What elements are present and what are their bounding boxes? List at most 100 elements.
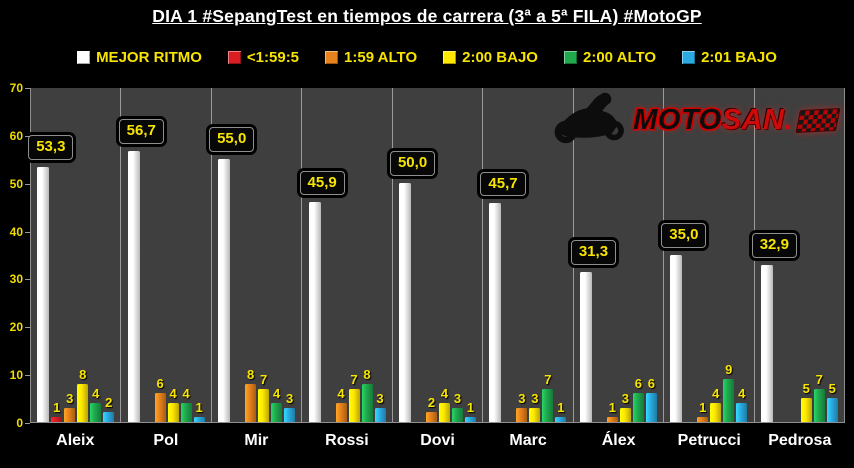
bar-1595-aleix: [51, 417, 63, 422]
value-label-marc: 45,7: [480, 171, 526, 197]
bar-mejorritmo-pedrosa: [760, 264, 773, 422]
bar-slot-201bajo: 6: [645, 88, 657, 422]
y-tick-label: 50: [9, 176, 23, 191]
bar-slot-mejorritmo: 53,3: [28, 88, 74, 422]
bar-200bajo-petrucci: [710, 402, 722, 422]
x-axis: Aleix Pol Mir Rossi Dovi Marc Álex Petrucci Pedr…: [30, 432, 845, 450]
count-label: 7: [815, 371, 823, 387]
value-label-alex: 31,3: [570, 240, 617, 266]
x-label-petrucci: Petrucci: [677, 432, 741, 449]
bar-group-pol: 56,7 6 4 4 1: [118, 88, 212, 422]
bar-group-alex: 31,3 1 3 6 6: [570, 88, 665, 422]
count-label: 1: [466, 400, 475, 416]
count-label: 2: [105, 395, 113, 411]
bar-slot-1595: [413, 88, 424, 422]
count-label: 4: [272, 385, 281, 401]
y-tick-mark: [25, 231, 30, 233]
legend-swatch-icon: [227, 50, 241, 64]
bar-slot-mejorritmo: 50,0: [389, 88, 436, 422]
y-tick-mark: [25, 423, 30, 424]
y-tick-mark: [25, 279, 30, 281]
bar-slot-200bajo: 4: [438, 88, 450, 422]
bar-200bajo-alex: [619, 407, 631, 422]
bar-200alto-rossi: [361, 383, 373, 422]
count-label: 8: [246, 366, 255, 382]
bar-slot-159alto: 6: [154, 88, 166, 422]
bar-slot-mejorritmo: 45,9: [299, 88, 345, 422]
count-label: 8: [363, 366, 371, 382]
bar-slot-1595: [594, 88, 605, 422]
legend-item-201bajo: 2:01 BAJO: [682, 49, 777, 66]
y-tick-label: 70: [9, 81, 23, 95]
x-label-alex: Álex: [601, 432, 636, 449]
x-label-rossi: Rossi: [325, 432, 369, 449]
bar-159alto-mir: [245, 383, 257, 422]
bar-slot-201bajo: 1: [464, 88, 476, 422]
bar-200bajo-marc: [529, 407, 541, 422]
bar-slot-200bajo: 8: [77, 88, 89, 422]
y-tick-label: 60: [9, 128, 23, 143]
bar-200alto-aleix: [90, 402, 102, 422]
bar-mejorritmo-petrucci: [670, 254, 683, 422]
value-label-dovi: 50,0: [389, 150, 436, 176]
x-label-marc: Marc: [509, 432, 547, 449]
bar-slot-200bajo: 3: [529, 88, 541, 422]
bar-159alto-aleix: [64, 407, 76, 422]
bar-slot-159alto: 3: [64, 88, 76, 422]
bar-slot-201bajo: 2: [103, 88, 115, 422]
bar-slot-159alto: 4: [335, 88, 347, 422]
bar-slot-200alto: 6: [632, 88, 644, 422]
count-label: 5: [802, 381, 810, 397]
count-label: 4: [182, 385, 190, 401]
bar-200alto-pedrosa: [813, 388, 825, 422]
value-label-rossi: 45,9: [299, 170, 345, 196]
bar-group-marc: 45,7 3 3 7 1: [480, 88, 574, 422]
bar-200alto-alex: [632, 393, 644, 422]
bar-200bajo-dovi: [438, 402, 450, 422]
y-tick-label: 20: [9, 320, 23, 335]
bar-mejorritmo-rossi: [308, 202, 321, 422]
bar-200bajo-pedrosa: [800, 398, 812, 422]
bar-slot-mejorritmo: 45,7: [480, 88, 526, 422]
bar-slot-200bajo: 7: [348, 88, 360, 422]
y-tick-label: 0: [16, 416, 23, 430]
bar-slot-159alto: 1: [606, 88, 618, 422]
bar-slot-201bajo: 1: [193, 88, 205, 422]
count-label: 1: [608, 400, 616, 416]
count-label: 1: [195, 400, 203, 416]
count-label: 4: [92, 385, 100, 401]
legend-item-label: 2:01 BAJO: [701, 48, 777, 66]
bar-200bajo-aleix: [77, 383, 89, 422]
bar-159alto-dovi: [425, 412, 437, 422]
count-label: 3: [285, 390, 294, 406]
bar-slot-200alto: 4: [180, 88, 192, 422]
y-tick-mark: [25, 327, 30, 329]
bar-201bajo-rossi: [374, 407, 386, 422]
legend-item-159alto: 1:59 ALTO: [325, 49, 417, 66]
bar-slot-mejorritmo: 56,7: [118, 88, 164, 422]
bar-slot-200alto: 7: [813, 88, 825, 422]
bar-slot-1595: [503, 88, 514, 422]
chart-title: DIA 1 #SepangTest en tiempos de carrera …: [152, 6, 702, 26]
count-label: 9: [725, 361, 733, 377]
legend-item-200bajo: 2:00 BAJO: [443, 49, 538, 66]
legend-item-label: 2:00 ALTO: [582, 48, 657, 66]
bar-slot-200bajo: 4: [710, 88, 722, 422]
bar-200alto-marc: [542, 388, 554, 422]
bar-mejorritmo-marc: [489, 203, 502, 422]
bar-201bajo-pol: [193, 417, 205, 422]
y-tick-label: 40: [9, 224, 23, 239]
bar-slot-201bajo: 5: [826, 88, 838, 422]
bar-slot-201bajo: 1: [555, 88, 567, 422]
count-label: 4: [712, 385, 720, 401]
bar-201bajo-alex: [645, 393, 657, 422]
bar-mejorritmo-dovi: [398, 182, 411, 422]
value-label-pol: 56,7: [118, 118, 164, 144]
legend-swatch-icon: [443, 50, 457, 64]
count-label: 3: [621, 390, 629, 406]
y-tick-mark: [25, 183, 30, 185]
legend-swatch-icon: [682, 50, 696, 64]
x-label-pol: Pol: [153, 432, 179, 449]
legend-item-label: 2:00 BAJO: [462, 48, 538, 66]
